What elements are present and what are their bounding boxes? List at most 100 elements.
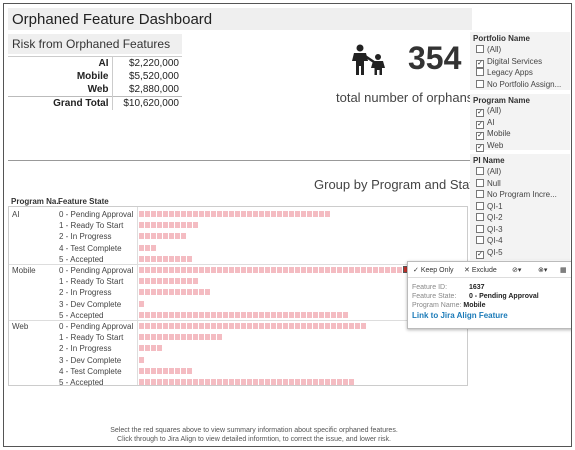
feature-square[interactable] xyxy=(175,267,180,273)
checkbox-icon[interactable] xyxy=(476,167,484,175)
feature-square[interactable] xyxy=(163,267,168,273)
feature-square[interactable] xyxy=(193,323,198,329)
feature-square[interactable] xyxy=(163,289,168,296)
feature-square[interactable] xyxy=(343,379,348,385)
feature-square[interactable] xyxy=(331,311,336,318)
feature-square[interactable] xyxy=(217,379,222,385)
feature-square[interactable] xyxy=(199,311,204,318)
feature-square[interactable] xyxy=(289,311,294,318)
feature-square[interactable] xyxy=(319,379,324,385)
feature-square[interactable] xyxy=(139,311,144,318)
feature-square[interactable] xyxy=(325,311,330,318)
feature-square[interactable] xyxy=(175,222,180,229)
feature-square[interactable] xyxy=(385,267,390,273)
feature-square[interactable] xyxy=(139,300,144,307)
feature-square[interactable] xyxy=(307,211,312,217)
feature-square[interactable] xyxy=(253,211,258,217)
feature-square[interactable] xyxy=(139,222,144,229)
feature-square[interactable] xyxy=(235,323,240,329)
checkbox-icon[interactable] xyxy=(476,45,484,53)
feature-square[interactable] xyxy=(211,379,216,385)
feature-square[interactable] xyxy=(313,267,318,273)
feature-square[interactable] xyxy=(157,311,162,318)
program-option[interactable]: ✓ AI xyxy=(476,118,495,129)
feature-square[interactable] xyxy=(313,211,318,217)
checkbox-icon[interactable] xyxy=(476,68,484,76)
feature-square[interactable] xyxy=(241,379,246,385)
risk-row-ai[interactable]: AI $2,220,000 xyxy=(8,56,182,70)
feature-square[interactable] xyxy=(169,311,174,318)
feature-square[interactable] xyxy=(187,211,192,217)
feature-square[interactable] xyxy=(259,323,264,329)
feature-square[interactable] xyxy=(295,323,300,329)
feature-square[interactable] xyxy=(271,267,276,273)
feature-square[interactable] xyxy=(139,278,144,285)
feature-square[interactable] xyxy=(151,222,156,229)
portfolio-option[interactable]: (All) xyxy=(476,45,501,55)
feature-square[interactable] xyxy=(307,379,312,385)
feature-square[interactable] xyxy=(241,211,246,217)
feature-square[interactable] xyxy=(139,367,144,374)
feature-square[interactable] xyxy=(235,379,240,385)
feature-square[interactable] xyxy=(277,311,282,318)
feature-square[interactable] xyxy=(145,278,150,285)
feature-square[interactable] xyxy=(169,211,174,217)
feature-square[interactable] xyxy=(295,211,300,217)
checkbox-icon[interactable] xyxy=(476,201,484,210)
program-option[interactable]: ✓ Mobile xyxy=(476,129,511,140)
feature-square[interactable] xyxy=(229,211,234,217)
feature-square[interactable] xyxy=(151,289,156,296)
checkbox-icon[interactable] xyxy=(476,190,484,198)
feature-square[interactable] xyxy=(145,311,150,318)
feature-square[interactable] xyxy=(175,311,180,318)
feature-square[interactable] xyxy=(139,289,144,296)
feature-square[interactable] xyxy=(181,323,186,329)
feature-square[interactable] xyxy=(271,311,276,318)
feature-square[interactable] xyxy=(145,244,150,251)
feature-square[interactable] xyxy=(139,379,144,385)
feature-square[interactable] xyxy=(151,244,156,251)
feature-square[interactable] xyxy=(187,267,192,273)
feature-square[interactable] xyxy=(169,278,174,285)
feature-square[interactable] xyxy=(163,367,168,374)
feature-square[interactable] xyxy=(169,255,174,262)
checkbox-icon[interactable] xyxy=(476,178,484,187)
feature-square[interactable] xyxy=(193,222,198,229)
feature-square[interactable] xyxy=(193,289,198,296)
feature-square[interactable] xyxy=(163,255,168,262)
feature-square[interactable] xyxy=(379,267,384,273)
feature-square[interactable] xyxy=(163,222,168,229)
checkbox-checked-icon[interactable]: ✓ xyxy=(476,132,484,140)
feature-square[interactable] xyxy=(253,379,258,385)
feature-square[interactable] xyxy=(181,278,186,285)
feature-square[interactable] xyxy=(175,367,180,374)
feature-square[interactable] xyxy=(181,289,186,296)
feature-square[interactable] xyxy=(361,323,366,329)
feature-square[interactable] xyxy=(391,267,396,273)
pi-option[interactable]: QI-1 xyxy=(476,201,503,212)
feature-square[interactable] xyxy=(157,222,162,229)
feature-square[interactable] xyxy=(355,323,360,329)
feature-square[interactable] xyxy=(145,211,150,217)
feature-square[interactable] xyxy=(313,311,318,318)
checkbox-checked-icon[interactable]: ✓ xyxy=(476,143,484,152)
feature-square[interactable] xyxy=(205,289,210,296)
feature-square[interactable] xyxy=(253,323,258,329)
feature-square[interactable] xyxy=(181,267,186,273)
feature-square[interactable] xyxy=(319,211,324,217)
feature-square[interactable] xyxy=(229,311,234,318)
program-option[interactable]: ✓ (All) xyxy=(476,106,501,117)
feature-square[interactable] xyxy=(271,379,276,385)
feature-square[interactable] xyxy=(349,267,354,273)
feature-square[interactable] xyxy=(229,379,234,385)
feature-square[interactable] xyxy=(349,379,354,385)
feature-square[interactable] xyxy=(265,267,270,273)
feature-square[interactable] xyxy=(145,367,150,374)
keep-only-button[interactable]: ✓ Keep Only xyxy=(413,266,454,274)
feature-square[interactable] xyxy=(241,311,246,318)
pi-option[interactable]: No Program Incre... xyxy=(476,190,557,200)
feature-square[interactable] xyxy=(313,323,318,329)
feature-square[interactable] xyxy=(157,211,162,217)
feature-square[interactable] xyxy=(277,323,282,329)
feature-square[interactable] xyxy=(289,379,294,385)
